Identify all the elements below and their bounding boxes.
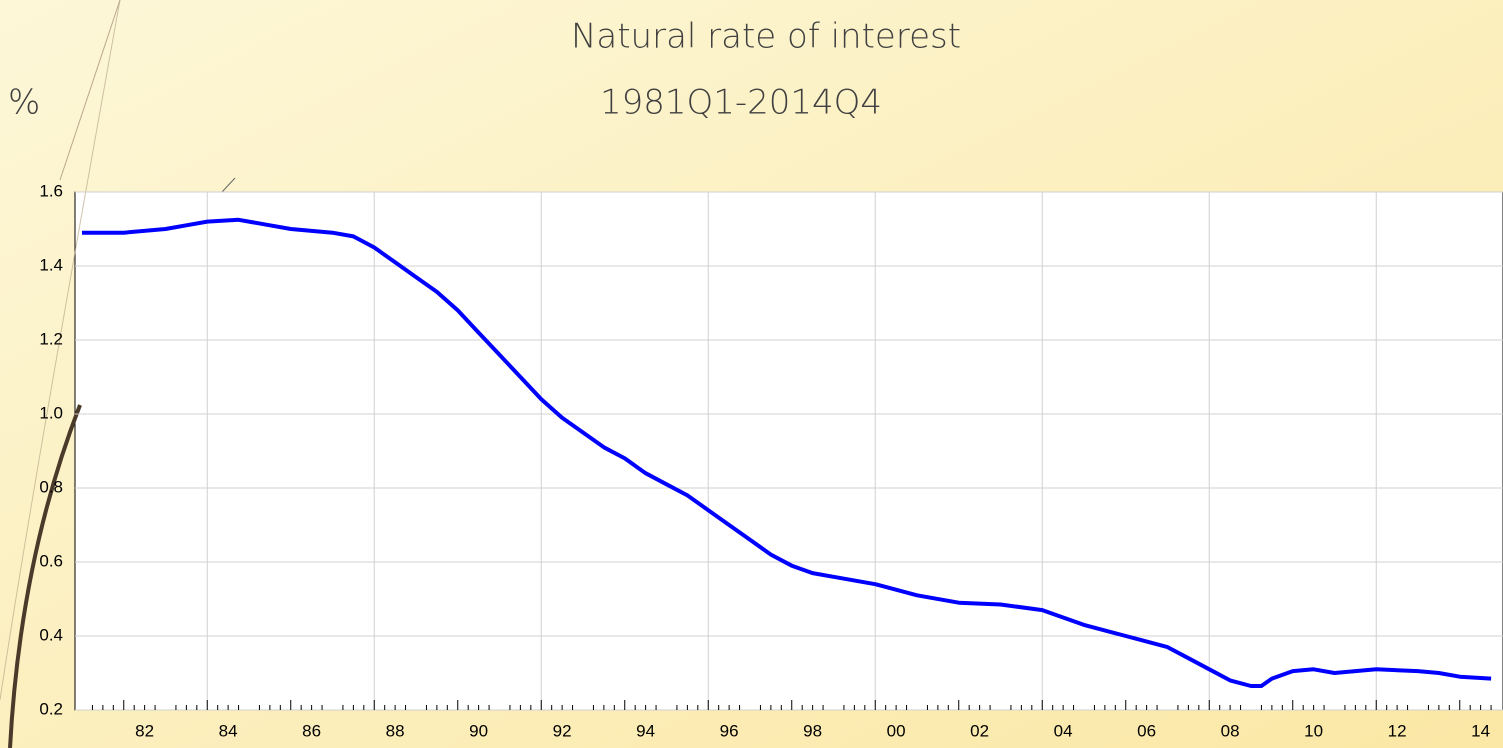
y-tick-label: 1.4 (39, 255, 63, 274)
x-tick-label: 12 (1388, 721, 1407, 740)
x-tick-label: 04 (1054, 721, 1073, 740)
x-tick-label: 84 (219, 721, 238, 740)
chart-subtitle: 1981Q1-2014Q4 (600, 83, 882, 123)
plot-area (74, 191, 1503, 711)
y-tick-label: 0.6 (39, 551, 63, 570)
chart-title: Natural rate of interest (571, 17, 961, 57)
x-tick-label: 10 (1304, 721, 1323, 740)
x-tick-label: 92 (553, 721, 572, 740)
x-tick-label: 82 (135, 721, 154, 740)
x-tick-label: 02 (970, 721, 989, 740)
y-tick-label: 1.0 (39, 403, 63, 422)
x-tick-label: 86 (302, 721, 321, 740)
x-tick-label: 90 (469, 721, 488, 740)
x-tick-label: 88 (386, 721, 405, 740)
y-tick-label: 0.8 (39, 477, 63, 496)
y-axis-label: % (8, 83, 40, 123)
y-tick-label: 0.2 (39, 699, 63, 718)
data-line (82, 217, 1492, 688)
y-tick-label: 1.6 (39, 181, 63, 200)
x-tick-label: 08 (1221, 721, 1240, 740)
decoration (8, 404, 82, 748)
x-tick-label: 14 (1471, 721, 1490, 740)
decoration (221, 177, 236, 193)
y-tick-label: 0.4 (39, 625, 63, 644)
x-tick-label: 96 (720, 721, 739, 740)
x-tick-label: 94 (636, 721, 655, 740)
x-tick-label: 00 (887, 721, 906, 740)
x-tick-label: 06 (1137, 721, 1156, 740)
x-tick-label: 98 (803, 721, 822, 740)
y-tick-label: 1.2 (39, 329, 63, 348)
decoration (0, 0, 121, 701)
decoration (59, 0, 121, 181)
